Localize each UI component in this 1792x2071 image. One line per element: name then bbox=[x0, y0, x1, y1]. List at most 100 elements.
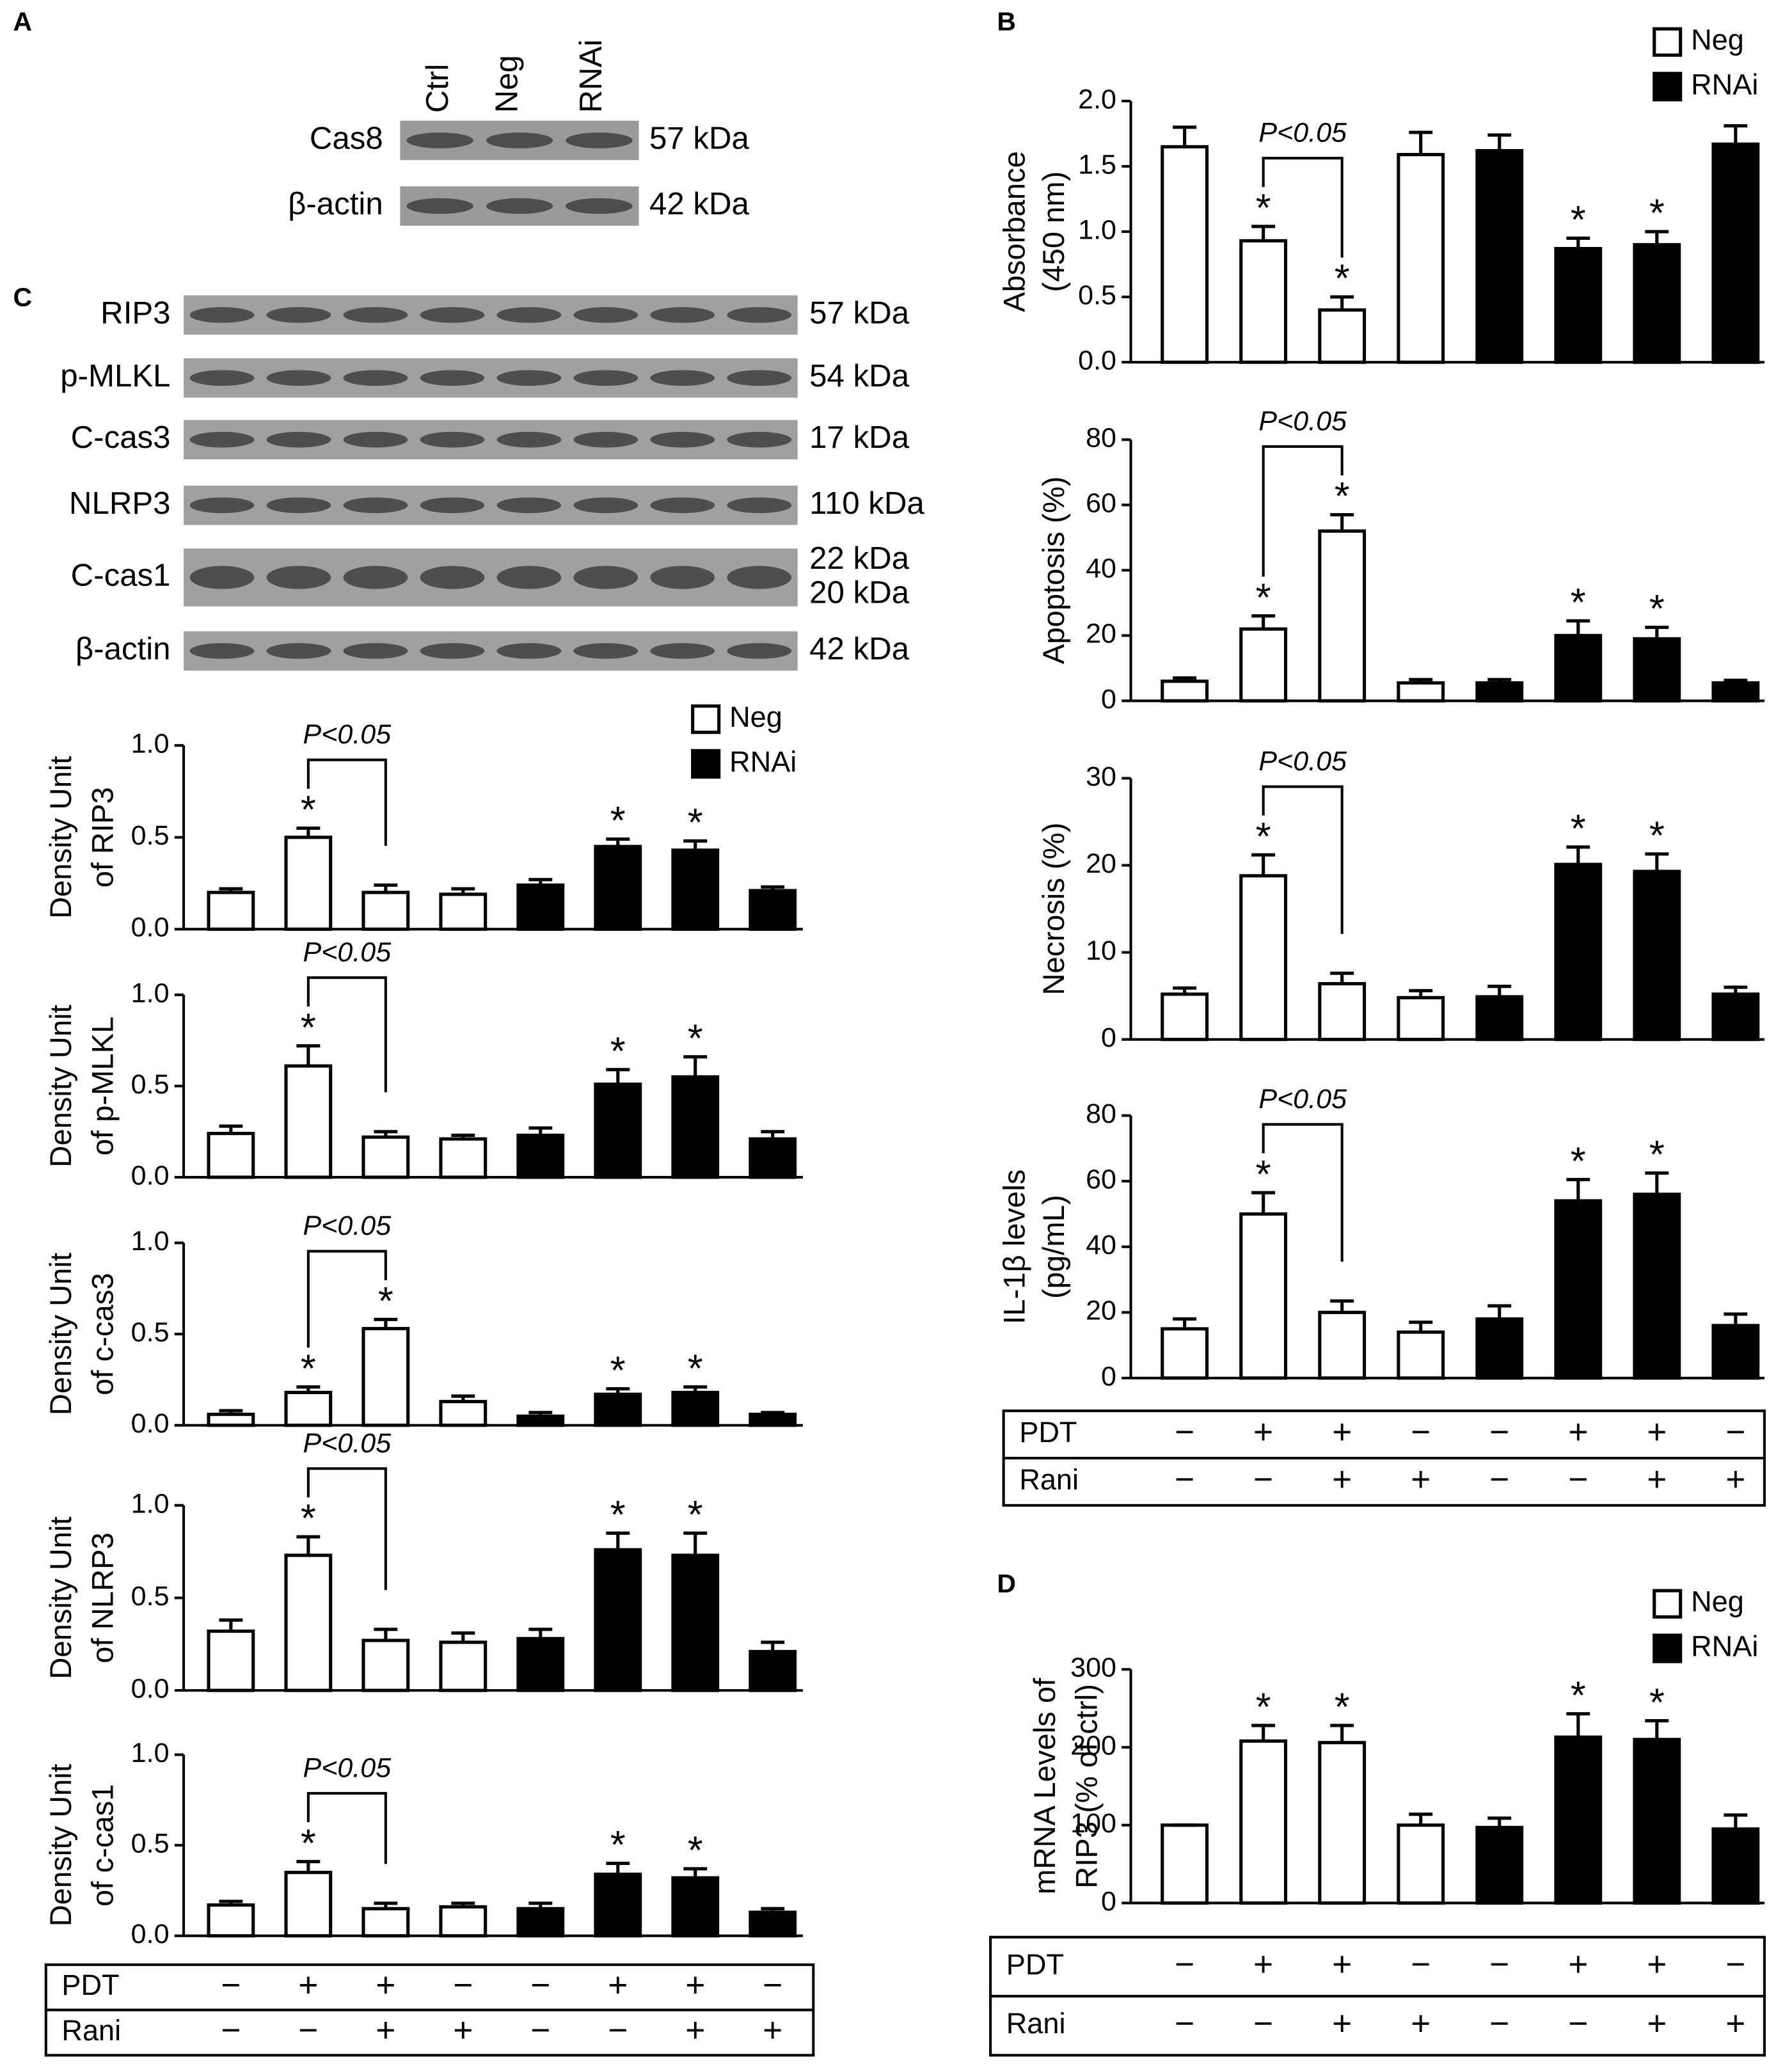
blot-band bbox=[189, 431, 255, 448]
significance-marker: * bbox=[1335, 474, 1350, 518]
y-axis-label: (pg/mL) bbox=[1036, 1195, 1070, 1299]
kda-label: 110 kDa bbox=[809, 486, 924, 521]
blot-band bbox=[406, 132, 473, 148]
significance-marker: * bbox=[1649, 587, 1665, 631]
y-tick-label: 60 bbox=[1086, 1164, 1116, 1195]
comparison-bracket bbox=[306, 1467, 387, 1591]
legend-label: RNAi bbox=[729, 745, 797, 778]
blot-band bbox=[406, 198, 473, 214]
significance-marker: * bbox=[301, 1005, 316, 1049]
treatment-sign: − bbox=[1253, 2004, 1273, 2042]
legend-swatch bbox=[1653, 27, 1683, 57]
bar bbox=[1475, 995, 1524, 1042]
kda-label: 42 kDa bbox=[649, 186, 750, 221]
significance-marker: * bbox=[688, 1829, 703, 1873]
lane-label: Ctrl bbox=[420, 64, 455, 113]
treatment-sign: − bbox=[221, 1966, 241, 2004]
significance-marker: * bbox=[301, 788, 316, 832]
significance-marker: * bbox=[688, 1016, 703, 1060]
bar bbox=[1397, 1823, 1445, 1905]
blot-band bbox=[573, 431, 638, 448]
treatment-sign: − bbox=[1568, 1461, 1588, 1498]
significance-marker: * bbox=[688, 1346, 703, 1390]
blot-band bbox=[420, 566, 485, 589]
y-tick-label: 0 bbox=[1101, 1886, 1116, 1917]
bar bbox=[439, 1640, 488, 1692]
blot-band bbox=[420, 307, 485, 323]
y-axis-label: of RIP3 bbox=[86, 787, 120, 887]
y-tick-label: 40 bbox=[1086, 553, 1116, 584]
significance-marker: * bbox=[301, 1821, 316, 1865]
y-tick-label: 0.0 bbox=[131, 1673, 170, 1704]
blot-band bbox=[189, 497, 255, 514]
bar bbox=[284, 1553, 333, 1692]
kda-label: 17 kDa bbox=[809, 420, 910, 455]
bar bbox=[671, 1876, 720, 1938]
y-tick-label: 0 bbox=[1101, 1022, 1116, 1053]
treatment-sign: − bbox=[1175, 2004, 1194, 2042]
y-tick-label: 0.5 bbox=[1078, 280, 1116, 310]
treatment-sign: + bbox=[1725, 2004, 1745, 2042]
y-tick-label: 20 bbox=[1086, 848, 1116, 879]
significance-marker: * bbox=[1256, 1685, 1271, 1729]
bar bbox=[1633, 869, 1681, 1042]
blot-band bbox=[189, 307, 255, 323]
legend-label: Neg bbox=[729, 701, 782, 733]
significance-marker: * bbox=[688, 1493, 703, 1537]
y-axis-label: mRNA Levels of bbox=[1027, 1678, 1061, 1894]
blot-band bbox=[566, 198, 633, 214]
kda-label: 57 kDa bbox=[649, 120, 750, 155]
bar bbox=[361, 1327, 410, 1427]
blot-band bbox=[266, 497, 331, 514]
y-axis-label: Density Unit bbox=[44, 756, 77, 919]
bar bbox=[516, 883, 565, 931]
bar bbox=[1554, 862, 1603, 1042]
significance-marker: * bbox=[1335, 1685, 1350, 1729]
y-axis-label: Absorbance bbox=[997, 151, 1031, 312]
bar bbox=[671, 1075, 720, 1179]
bar bbox=[284, 836, 333, 931]
blot-band bbox=[573, 643, 638, 659]
blot-band bbox=[189, 566, 255, 589]
blot-band bbox=[727, 307, 792, 323]
bar bbox=[1633, 1193, 1681, 1380]
bar bbox=[516, 1133, 565, 1179]
kda-label: 42 kDa bbox=[809, 631, 910, 666]
significance-marker: * bbox=[1256, 814, 1271, 859]
comparison-bracket bbox=[306, 1791, 387, 1864]
blot-band bbox=[420, 431, 485, 448]
treatment-sign: − bbox=[1489, 2004, 1509, 2042]
bar bbox=[439, 1905, 488, 1938]
row-label: Rani bbox=[61, 2014, 121, 2047]
bar bbox=[1318, 982, 1367, 1042]
bar bbox=[1161, 679, 1209, 702]
comparison-bracket bbox=[1262, 1123, 1344, 1262]
treatment-sign: + bbox=[1253, 1413, 1273, 1451]
treatment-sign: − bbox=[530, 2011, 550, 2049]
bar bbox=[1161, 992, 1209, 1042]
bar bbox=[1161, 1823, 1209, 1905]
comparison-label: P<0.05 bbox=[1258, 746, 1347, 777]
significance-marker: * bbox=[610, 1029, 626, 1073]
bar bbox=[1475, 148, 1524, 364]
bar bbox=[439, 893, 488, 931]
comparison-bracket bbox=[306, 1250, 387, 1348]
bar bbox=[284, 1064, 333, 1179]
blot-band bbox=[566, 132, 633, 148]
comparison-label: P<0.05 bbox=[303, 719, 392, 750]
blot-band bbox=[343, 370, 408, 386]
significance-marker: * bbox=[1649, 1680, 1665, 1724]
y-tick-label: 1.0 bbox=[131, 1738, 170, 1768]
y-tick-label: 1.0 bbox=[1078, 214, 1116, 245]
significance-marker: * bbox=[1571, 580, 1586, 624]
significance-marker: * bbox=[1649, 191, 1665, 235]
y-tick-label: 0.0 bbox=[131, 1919, 170, 1949]
y-axis-label: (450 nm) bbox=[1036, 171, 1070, 292]
treatment-sign: + bbox=[376, 1966, 395, 2004]
treatment-sign: + bbox=[1647, 2004, 1667, 2042]
treatment-sign: − bbox=[1253, 1461, 1273, 1498]
bar bbox=[1318, 1741, 1367, 1905]
significance-marker: * bbox=[610, 1348, 626, 1392]
significance-marker: * bbox=[301, 1346, 316, 1390]
y-tick-label: 10 bbox=[1086, 935, 1116, 966]
